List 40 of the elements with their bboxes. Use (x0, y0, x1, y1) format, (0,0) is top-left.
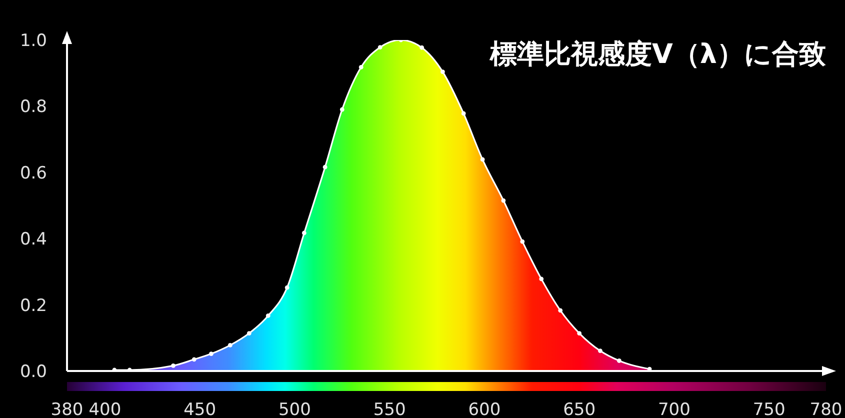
point (616, 358, 622, 363)
point (340, 107, 344, 112)
x-tick-label: 380 (50, 400, 84, 418)
point (228, 342, 232, 348)
chart-title: 標準比視感度V（λ）に合致 (490, 38, 826, 72)
point (480, 157, 485, 162)
point (501, 198, 506, 203)
y-tick-label: 0.8 (20, 97, 47, 118)
point (192, 357, 196, 362)
point (461, 111, 466, 116)
point (209, 352, 214, 356)
point (539, 276, 544, 282)
y-tick-label: 0.4 (20, 230, 47, 250)
point (420, 45, 424, 50)
x-tick-label: 700 (658, 400, 690, 418)
y-tick-label: 0.6 (20, 163, 47, 184)
point (440, 70, 445, 74)
point (378, 45, 382, 50)
x-tick-label: 600 (468, 400, 501, 418)
point (558, 308, 563, 313)
point (577, 331, 582, 336)
x-tick-label: 500 (278, 400, 311, 418)
x-tick-label: 780 (810, 400, 842, 418)
x-tick-label: 750 (752, 400, 786, 418)
x-tick-label: 400 (88, 400, 122, 418)
x-tick-label: 450 (184, 400, 216, 418)
point (598, 348, 602, 354)
point (171, 364, 176, 368)
y-tick-label: 1.0 (20, 31, 47, 52)
point (520, 239, 525, 244)
point (322, 164, 328, 170)
point (358, 64, 364, 70)
point (266, 314, 270, 318)
point (284, 285, 290, 290)
x-tick-label: 550 (373, 400, 406, 418)
x-tick-label: 650 (563, 400, 596, 418)
y-tick-label: 0.0 (20, 362, 47, 382)
point (246, 331, 252, 336)
point (302, 230, 306, 236)
y-tick-label: 0.2 (20, 296, 47, 316)
